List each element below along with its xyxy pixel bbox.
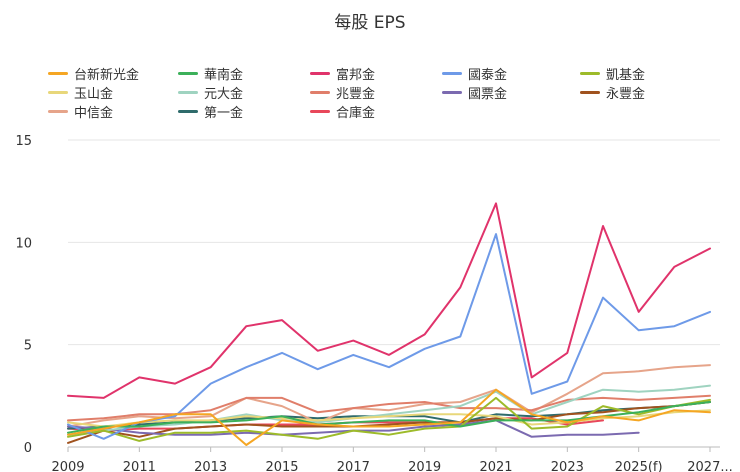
legend-swatch bbox=[48, 90, 68, 94]
legend-label: 第一金 bbox=[204, 105, 244, 121]
legend-item[interactable]: 凱基金 bbox=[580, 64, 646, 83]
legend-label: 合庫金 bbox=[336, 105, 376, 121]
x-tick-label: 2015 bbox=[265, 460, 298, 472]
legend-label: 華南金 bbox=[204, 67, 244, 83]
legend-label: 中信金 bbox=[74, 105, 114, 121]
legend-label: 台新新光金 bbox=[74, 67, 140, 83]
legend-item[interactable]: 華南金 bbox=[178, 64, 244, 83]
y-tick-label: 0 bbox=[24, 441, 32, 456]
x-tick-label: 2027... bbox=[687, 460, 732, 472]
legend-swatch bbox=[442, 71, 462, 75]
series-line-6 bbox=[67, 409, 711, 428]
x-tick-label: 2013 bbox=[194, 460, 227, 472]
y-tick-label: 5 bbox=[24, 339, 32, 354]
legend-swatch bbox=[178, 71, 198, 75]
legend-item[interactable]: 兆豐金 bbox=[310, 83, 376, 102]
legend-swatch bbox=[442, 90, 462, 94]
x-tick-label: 2023 bbox=[551, 460, 584, 472]
x-tick-label: 2011 bbox=[123, 460, 156, 472]
series-line-3 bbox=[67, 202, 711, 399]
legend-label: 凱基金 bbox=[606, 67, 646, 83]
legend-item[interactable]: 中信金 bbox=[48, 102, 114, 121]
legend-swatch bbox=[178, 90, 198, 94]
legend-item[interactable]: 國泰金 bbox=[442, 64, 508, 83]
legend: 台新新光金 華南金 富邦金 國泰金 凱基金玉山金 元大金 兆豐金 國票金 永豐金中信金 第一金 合庫… bbox=[48, 64, 728, 121]
legend-item[interactable]: 永豐金 bbox=[580, 83, 646, 102]
legend-label: 富邦金 bbox=[336, 67, 376, 83]
legend-item[interactable]: 玉山金 bbox=[48, 83, 114, 102]
chart-title: 每股 EPS bbox=[334, 13, 406, 33]
legend-item[interactable]: 第一金 bbox=[178, 102, 244, 121]
legend-swatch bbox=[580, 90, 600, 94]
legend-swatch bbox=[178, 109, 198, 113]
y-tick-label: 10 bbox=[15, 236, 32, 251]
legend-swatch bbox=[580, 71, 600, 75]
legend-label: 國票金 bbox=[468, 86, 508, 102]
legend-item[interactable]: 富邦金 bbox=[310, 64, 376, 83]
legend-item[interactable]: 台新新光金 bbox=[48, 64, 140, 83]
legend-item[interactable]: 元大金 bbox=[178, 83, 244, 102]
legend-label: 國泰金 bbox=[468, 67, 508, 83]
legend-item[interactable]: 國票金 bbox=[442, 83, 508, 102]
x-tick-label: 2025(f) bbox=[615, 460, 663, 472]
series-line-11 bbox=[67, 364, 711, 428]
legend-swatch bbox=[310, 90, 330, 94]
y-tick-label: 15 bbox=[15, 134, 32, 149]
legend-swatch bbox=[310, 109, 330, 113]
legend-label: 元大金 bbox=[204, 86, 244, 102]
series-line-10 bbox=[67, 401, 711, 444]
x-tick-label: 2017 bbox=[337, 460, 370, 472]
legend-swatch bbox=[310, 71, 330, 75]
legend-item[interactable]: 合庫金 bbox=[310, 102, 376, 121]
series-line-5 bbox=[67, 396, 711, 442]
legend-swatch bbox=[48, 71, 68, 75]
series-line-1 bbox=[67, 388, 711, 446]
legend-label: 永豐金 bbox=[606, 86, 646, 102]
x-tick-label: 2009 bbox=[51, 460, 84, 472]
x-tick-label: 2019 bbox=[408, 460, 441, 472]
x-tick-label: 2021 bbox=[479, 460, 512, 472]
legend-swatch bbox=[48, 109, 68, 113]
legend-label: 兆豐金 bbox=[336, 86, 376, 102]
series-line-4 bbox=[67, 233, 711, 440]
legend-label: 玉山金 bbox=[74, 86, 114, 102]
series-line-7 bbox=[67, 384, 711, 436]
